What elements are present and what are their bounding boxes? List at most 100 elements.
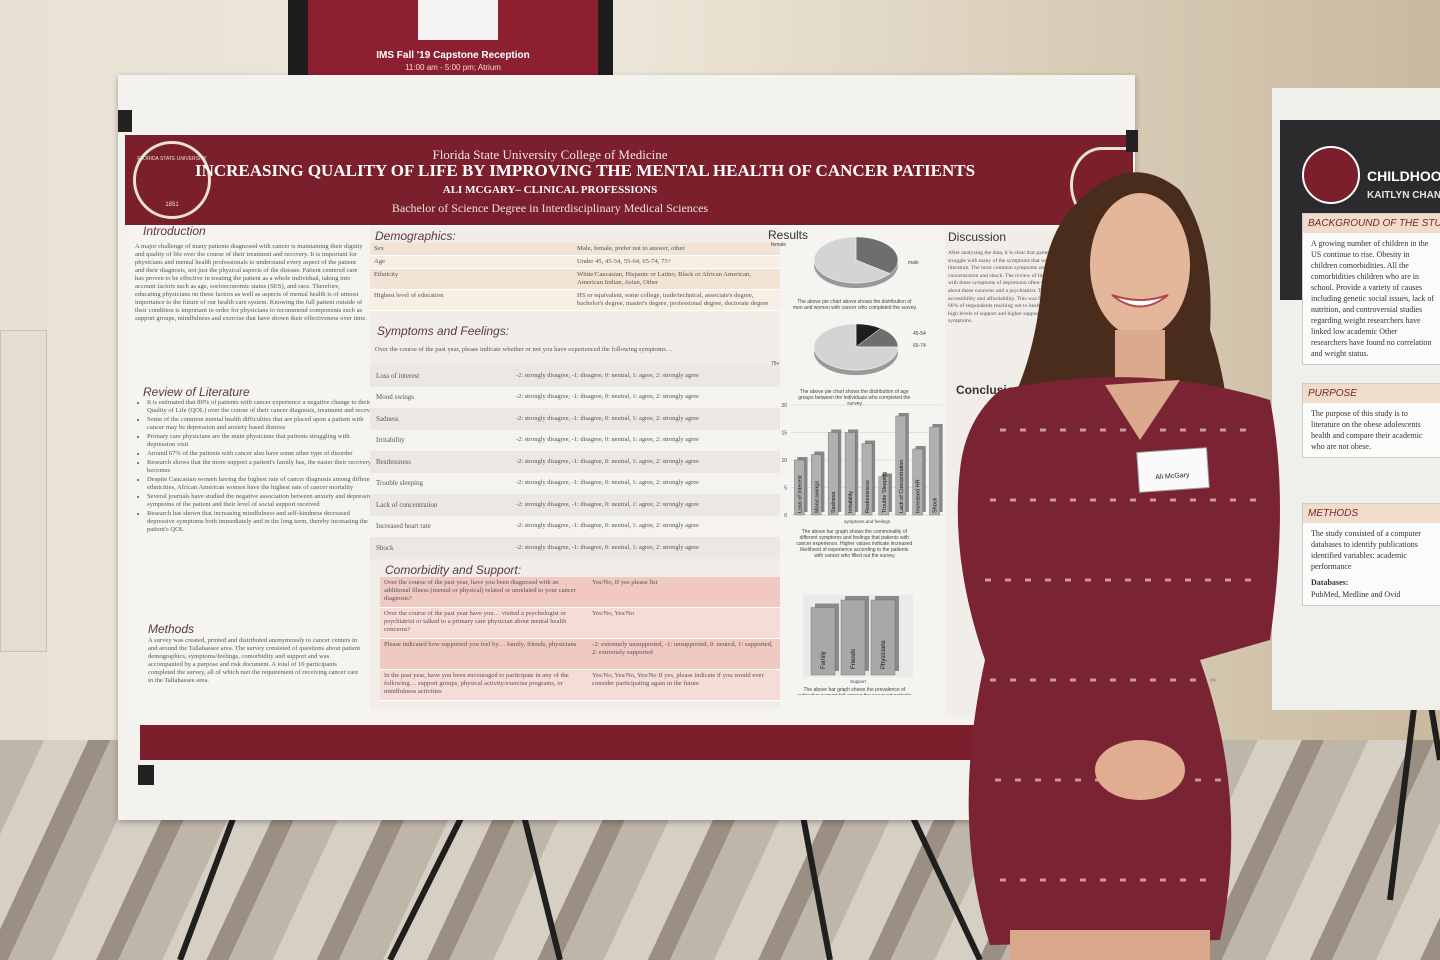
pie-label: 65-74 — [913, 343, 926, 349]
seal: FLORIDA STATE UNIVERSITY 1851 — [133, 141, 211, 219]
review-item: Primary care physicians are the main phy… — [147, 433, 379, 449]
hands — [1095, 740, 1185, 800]
demographic-value: White/Caucasian, Hispanic or Latino, Bla… — [577, 271, 751, 286]
symptom-label: Sadness — [376, 414, 399, 423]
comorbidity-row: Over the course of the past year, have y… — [380, 577, 780, 608]
symptom-scale: -2: strongly disagree, -1: disagree, 0: … — [516, 500, 699, 508]
review-item: Research has shown that increasing mindf… — [147, 510, 379, 534]
symptom-label: Mood swings — [376, 393, 414, 402]
y-tick-label: 20 — [781, 403, 787, 409]
seal-year: 1851 — [165, 202, 179, 208]
y-tick-label: 5 — [784, 486, 787, 492]
right-author: KAITLYN CHANG – — [1367, 190, 1440, 201]
demographic-value: Under 45, 45-54, 55-64, 65-74, 75+ — [577, 258, 672, 265]
demographic-label: Age — [374, 258, 385, 265]
intro-text: A major challenge of many patients diagn… — [135, 243, 367, 322]
x-axis-label: Support — [850, 679, 867, 684]
symptom-scale: -2: strongly disagree, -1: disagree, 0: … — [516, 436, 699, 444]
bar-category: Physicians — [881, 640, 887, 669]
review-item: It is estimated that 80% of patients wit… — [147, 399, 379, 415]
bar — [870, 599, 896, 676]
demographic-label: Highest level of education — [374, 292, 444, 299]
poster-header: FLORIDA STATE UNIVERSITY 1851 Florida St… — [125, 135, 1133, 225]
chart-caption: The above bar graph shows the commonalit… — [796, 529, 913, 559]
symptom-row: Sadness -2: strongly disagree, -1: disagr… — [370, 408, 780, 430]
smile — [1111, 294, 1169, 308]
section-heading: Symptoms and Feelings: — [377, 324, 510, 338]
review-item: Some of the common mental health difficu… — [147, 416, 379, 432]
bar — [810, 607, 836, 676]
pie-label: female — [771, 242, 786, 248]
comorbidity-question: Over the course of the past year have yo… — [384, 610, 567, 633]
review-item: Several journals have studied the negati… — [147, 493, 379, 509]
section-heading: Introduction — [143, 224, 206, 238]
demographic-value: Male, female, prefer not to answer, othe… — [577, 245, 685, 252]
symptom-row: Increased heart rate -2: strongly disagre… — [370, 515, 780, 537]
y-tick-label: 15 — [781, 431, 787, 437]
chart-caption: The above pie chart shows the distributi… — [798, 389, 911, 407]
right-section: PURPOSE The purpose of this study is to l… — [1302, 383, 1440, 458]
symptom-row: Loss of interest -2: strongly disagree, -… — [370, 365, 780, 387]
pie-slice — [855, 236, 899, 274]
section-heading: Comorbidity and Support: — [385, 563, 522, 577]
bar — [811, 454, 822, 516]
demographic-row: Age Under 45, 45-54, 55-64, 65-74, 75+ — [370, 256, 780, 269]
symptom-label: Restlessness — [376, 457, 411, 466]
bar-category: Shock — [933, 497, 939, 513]
comorbidity-question: Please indicated how supported you feel … — [384, 641, 577, 648]
pie-label: 45-54 — [913, 331, 926, 337]
symptom-label: Irritability — [376, 436, 405, 445]
tv-screen: IMS Fall '19 Capstone Reception 11:00 am… — [308, 0, 598, 80]
methods-text: A survey was created, printed and distri… — [148, 637, 361, 684]
bar — [912, 448, 923, 516]
comorbidity-row: Please indicated how supported you feel … — [380, 639, 780, 670]
symptom-row: Restlessness -2: strongly disagree, -1: d… — [370, 451, 780, 473]
symptom-label: Increased heart rate — [376, 522, 431, 531]
review-list: It is estimated that 80% of patients wit… — [135, 399, 379, 535]
symptom-label: Lack of concentration — [376, 500, 438, 509]
demographic-label: Ethnicity — [374, 271, 399, 278]
pie-slice — [813, 323, 899, 371]
bar-category: Mood swings — [814, 481, 820, 513]
x-axis-label: symptoms and feelings — [844, 519, 891, 524]
dress — [957, 377, 1280, 946]
symptom-row: Trouble sleeping -2: strongly disagree, -… — [370, 472, 780, 494]
bar — [878, 476, 890, 516]
degree: Bachelor of Science Degree in Interdisci… — [391, 201, 709, 215]
symptom-scale: -2: strongly disagree, -1: disagree, 0: … — [516, 457, 699, 465]
clip — [1126, 130, 1138, 152]
chart-caption: The above pie chart above shows the dist… — [793, 299, 917, 311]
poster-footer — [140, 725, 1125, 760]
poster-title: INCREASING QUALITY OF LIFE BY IMPROVING … — [194, 161, 976, 180]
right-title: CHILDHOOD — [1367, 168, 1440, 184]
bar — [844, 432, 856, 516]
legs — [1010, 930, 1210, 960]
y-tick-label: 10 — [781, 458, 787, 464]
bar-category: Lack of Concentration — [899, 459, 905, 513]
left-panel — [0, 330, 47, 652]
symptom-scale: -2: strongly disagree, -1: disagree, 0: … — [516, 522, 699, 530]
pie-label: male — [908, 260, 919, 266]
clip — [138, 765, 154, 785]
section-heading: Review of Literature — [143, 385, 250, 399]
demographic-value: HS or equivalent, some college, trade/te… — [577, 292, 769, 307]
symptom-scale: -2: strongly disagree, -1: disagree, 0: … — [516, 414, 699, 422]
right-sub: Databases: — [1311, 578, 1349, 587]
comorbidity-answer: Yes/No, If yes please list — [592, 579, 658, 586]
right-seal — [1302, 146, 1360, 204]
right-section: METHODS The study consisted of a computer… — [1302, 503, 1440, 606]
face — [1090, 193, 1190, 337]
pie-slice — [813, 236, 891, 284]
comorbidity-row: In the past year, have you been encourag… — [380, 670, 780, 701]
bar-category: Sadness — [831, 491, 837, 513]
bar — [861, 443, 873, 516]
symptom-scale: -2: strongly disagree, -1: disagree, 0: … — [516, 543, 699, 551]
right-section-heading: METHODS — [1303, 504, 1440, 523]
comorbidity-question: Over the course of the past year, have y… — [384, 579, 576, 602]
tv-sign: IMS Fall '19 Capstone Reception 11:00 am… — [288, 0, 613, 88]
bar-category: Friends — [851, 649, 857, 669]
section-heading: Results — [768, 228, 809, 242]
right-section: BACKGROUND OF THE STUDY A growing number … — [1302, 213, 1440, 365]
